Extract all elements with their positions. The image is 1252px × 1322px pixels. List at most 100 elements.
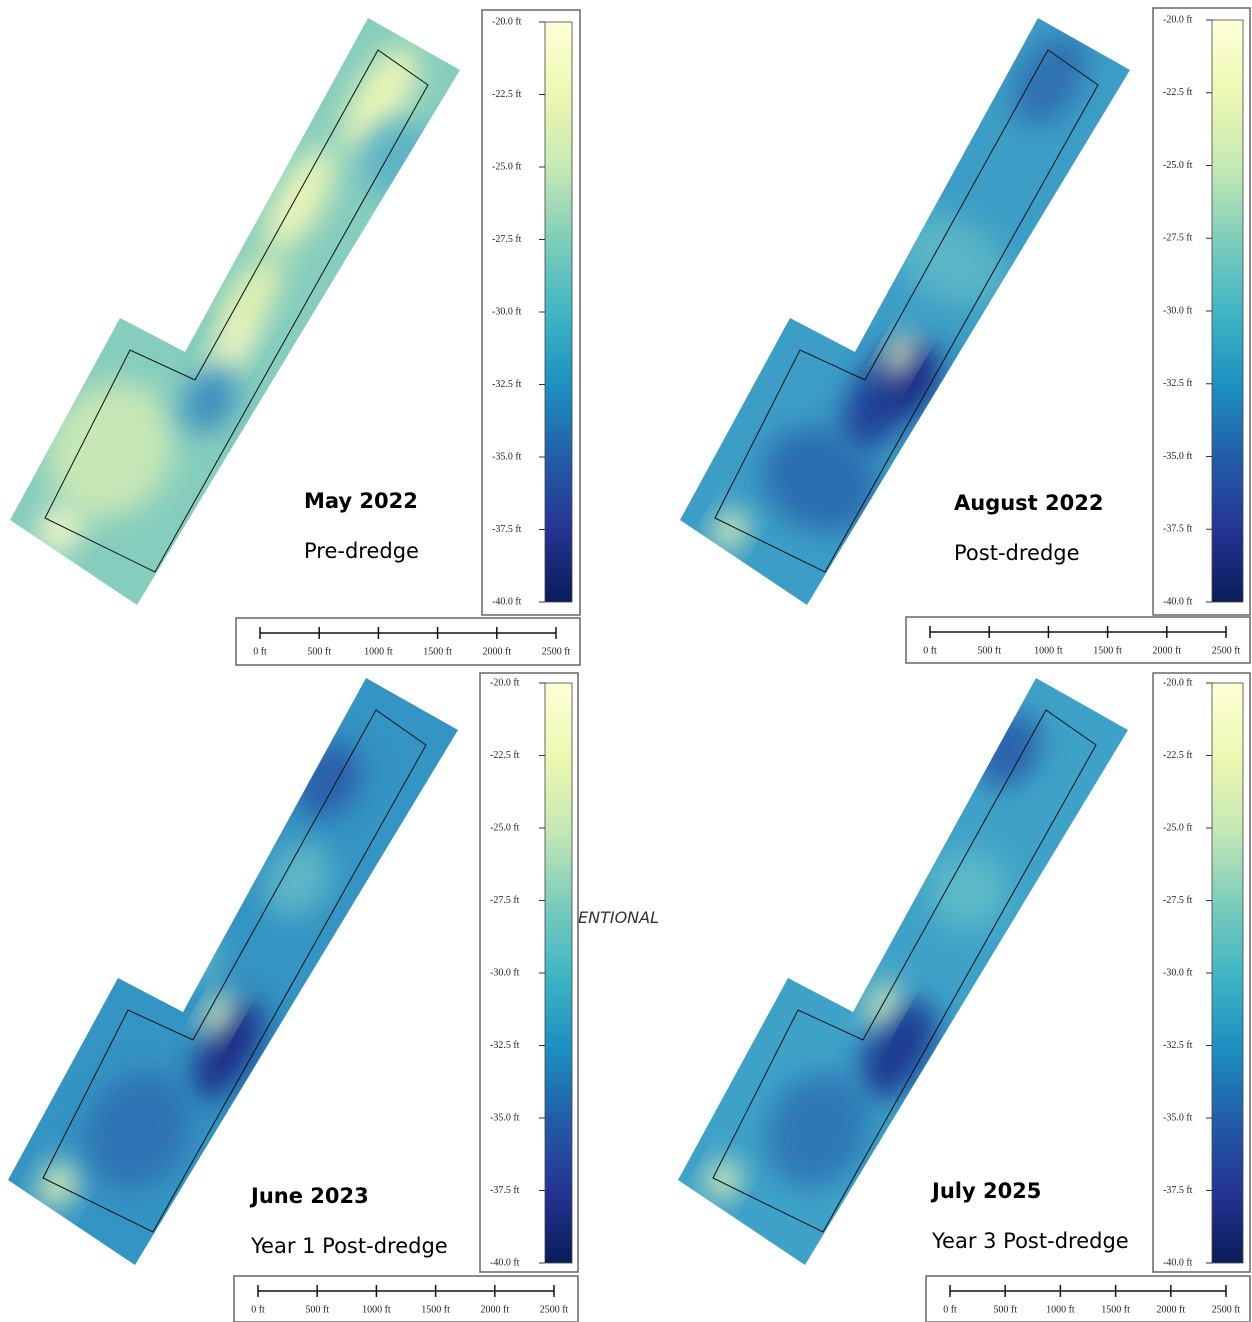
colorbar-tick-label: -20.0 ft [1163, 677, 1193, 688]
scale-label: 500 ft [993, 1304, 1017, 1315]
colorbar-tick-label: -30.0 ft [490, 967, 520, 978]
colorbar-tick-label: -30.0 ft [1163, 967, 1193, 978]
channel-outline [44, 49, 429, 573]
colorbar-tick-label: -25.0 ft [492, 161, 522, 172]
colorbar-tick-label: -20.0 ft [490, 677, 520, 688]
scale-label: 0 ft [253, 646, 267, 657]
colorbar-tick-label: -37.5 ft [490, 1185, 520, 1196]
panel-subtitle: Pre-dredge [304, 539, 419, 563]
map-panel [678, 678, 1128, 1265]
scale-label: 1000 ft [362, 1304, 391, 1315]
panel-subtitle: Post-dredge [954, 541, 1080, 565]
surface-base [678, 678, 1128, 1265]
map-panel [10, 18, 460, 605]
colorbar-tick-label: -35.0 ft [1163, 451, 1193, 462]
depth-patch [762, 427, 878, 533]
panel-title: May 2022 [304, 489, 418, 513]
colorbar-tick-label: -30.0 ft [492, 306, 522, 317]
depth-patch [713, 511, 747, 549]
depth-patch [265, 842, 331, 918]
scale-bar-frame [233, 1275, 579, 1322]
colorbar [1211, 19, 1244, 603]
depth-patch [1013, 34, 1087, 126]
panel-title: July 2025 [930, 1179, 1041, 1203]
map-panel [680, 18, 1130, 605]
scale-bar-frame [925, 1275, 1251, 1322]
scale-label: 1000 ft [364, 646, 393, 657]
colorbar-tick-label: -22.5 ft [490, 750, 520, 761]
depth-patch [765, 1072, 871, 1188]
colorbar [1211, 682, 1244, 1264]
scale-label: 1500 ft [423, 646, 452, 657]
depth-patch [38, 506, 82, 554]
colorbar-tick-label: -27.5 ft [490, 895, 520, 906]
depth-patch [883, 332, 917, 378]
scale-label: 500 ft [307, 646, 331, 657]
depth-patch [201, 992, 235, 1038]
colorbar-tick-label: -32.5 ft [492, 379, 522, 390]
bathymetry-surface [10, 18, 460, 605]
scale-label: 1000 ft [1034, 645, 1063, 656]
scale-label: 2500 ft [542, 646, 571, 657]
colorbar-tick-label: -40.0 ft [492, 596, 522, 607]
scale-label: 500 ft [305, 1304, 329, 1315]
overlay-text: ENTIONAL [578, 908, 659, 927]
scale-label: 500 ft [977, 645, 1001, 656]
colorbar-tick-label: -27.5 ft [1163, 895, 1193, 906]
scale-label: 1000 ft [1046, 1304, 1075, 1315]
colorbar-tick-label: -32.5 ft [490, 1040, 520, 1051]
scale-label: 2000 ft [1152, 645, 1181, 656]
scale-label: 0 ft [251, 1304, 265, 1315]
colorbar-tick-label: -30.0 ft [1163, 305, 1193, 316]
scale-label: 2500 ft [1212, 645, 1241, 656]
scale-label: 1500 ft [421, 1304, 450, 1315]
colorbar-tick-label: -25.0 ft [1163, 822, 1193, 833]
depth-patch [47, 382, 173, 518]
colorbar [544, 682, 573, 1264]
scale-bar-frame [235, 617, 581, 666]
depth-patch [866, 982, 900, 1028]
bathymetry-surface [680, 18, 1130, 605]
bathymetry-surface [8, 678, 458, 1265]
colorbar-tick-label: -37.5 ft [1163, 1185, 1193, 1196]
colorbar-tick-label: -22.5 ft [492, 89, 522, 100]
scale-label: 0 ft [943, 1304, 957, 1315]
scale-label: 2000 ft [1156, 1304, 1185, 1315]
depth-patch [85, 1072, 191, 1188]
colorbar-tick-label: -40.0 ft [1163, 596, 1193, 607]
scale-label: 2500 ft [540, 1304, 569, 1315]
channel-outline [42, 709, 427, 1233]
channel-outline [712, 709, 1097, 1233]
colorbar-tick-label: -35.0 ft [492, 451, 522, 462]
colorbar [544, 21, 573, 603]
depth-patch [928, 850, 1008, 930]
scale-label: 1500 ft [1093, 645, 1122, 656]
colorbar-tick-label: -25.0 ft [1163, 160, 1193, 171]
panel-subtitle: Year 3 Post-dredge [931, 1229, 1129, 1253]
colorbar-tick-label: -37.5 ft [1163, 524, 1193, 535]
scale-label: 2000 ft [482, 646, 511, 657]
colorbar-tick-label: -20.0 ft [1163, 14, 1193, 25]
scale-label: 2000 ft [480, 1304, 509, 1315]
channel-outline [714, 49, 1099, 573]
scale-label: 2500 ft [1212, 1304, 1241, 1315]
colorbar-tick-label: -25.0 ft [490, 822, 520, 833]
colorbar-tick-label: -27.5 ft [1163, 233, 1193, 244]
colorbar-tick-label: -22.5 ft [1163, 750, 1193, 761]
map-panel [8, 678, 458, 1265]
scale-bar-frame [905, 616, 1251, 664]
colorbar-tick-label: -27.5 ft [492, 234, 522, 245]
colorbar-tick-label: -32.5 ft [1163, 1040, 1193, 1051]
colorbar-tick-label: -35.0 ft [1163, 1112, 1193, 1123]
depth-patch [193, 1000, 263, 1100]
scale-label: 0 ft [923, 645, 937, 656]
depth-patch [894, 214, 1006, 306]
colorbar-tick-label: -37.5 ft [492, 524, 522, 535]
scale-label: 1500 ft [1101, 1304, 1130, 1315]
colorbar-tick-label: -32.5 ft [1163, 378, 1193, 389]
panel-title: June 2023 [249, 1184, 369, 1208]
depth-patch [706, 1161, 740, 1199]
colorbar-tick-label: -35.0 ft [490, 1112, 520, 1123]
bathymetry-surface [678, 678, 1128, 1265]
